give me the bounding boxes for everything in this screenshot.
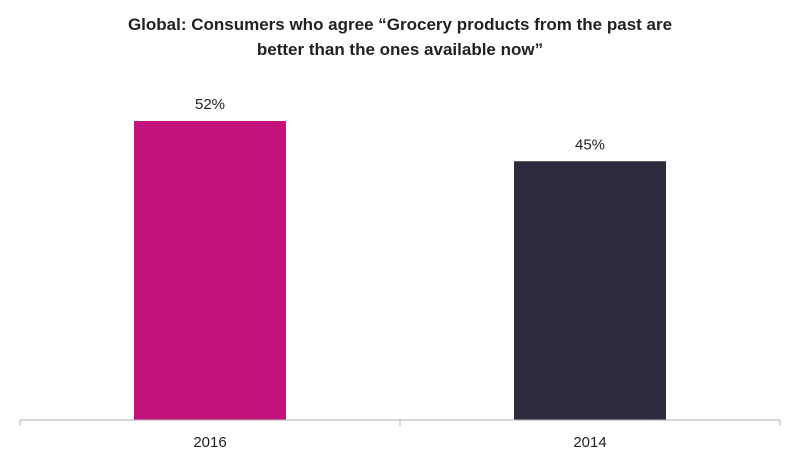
x-axis-ticks [19, 420, 781, 426]
value-label-2016: 52% [195, 96, 225, 113]
chart-title-line-1: Global: Consumers who agree “Grocery pro… [127, 15, 673, 34]
chart-title-line-2: better than the ones available now” [256, 40, 544, 59]
x-tick-label-2014: 2014 [573, 434, 606, 451]
x-tick-label-2016: 2016 [193, 434, 226, 451]
chart-title: Global: Consumers who agree “Grocery pro… [0, 12, 800, 62]
x-axis-tick-labels: 2016 2014 [193, 434, 606, 451]
bar-2014 [514, 161, 666, 420]
bar-2016 [134, 121, 286, 420]
value-label-2014: 45% [575, 136, 605, 153]
value-labels-group: 52% 45% [195, 96, 605, 153]
bars-group [134, 121, 666, 420]
